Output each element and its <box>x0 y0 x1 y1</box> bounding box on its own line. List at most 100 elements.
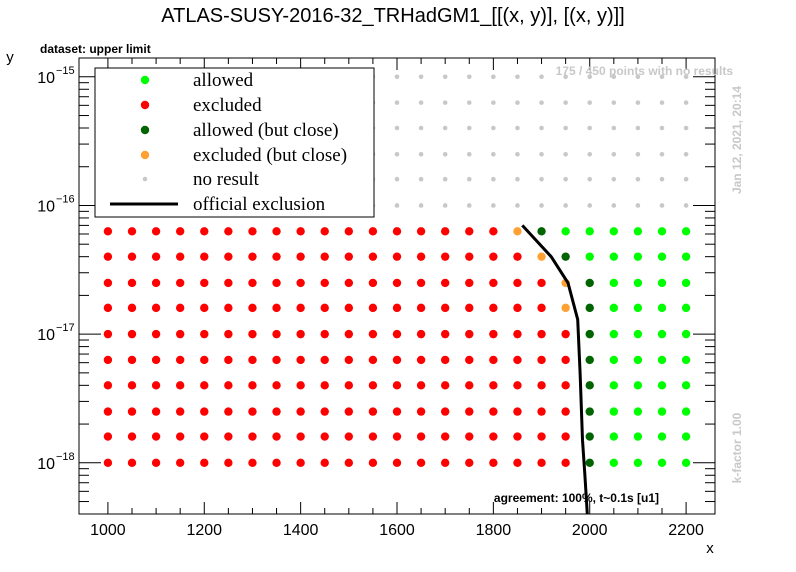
y-tick-base: 10 <box>37 327 55 344</box>
point-no-result <box>683 203 689 208</box>
point-no-result <box>539 100 544 105</box>
point-no-result <box>418 125 424 131</box>
point-excluded <box>151 355 161 365</box>
point-allowed <box>609 381 619 390</box>
point-no-result <box>683 151 689 157</box>
point-excluded <box>465 227 474 236</box>
point-excluded <box>127 278 137 288</box>
point-no-result <box>466 100 472 105</box>
point-allowed <box>609 278 619 288</box>
point-excluded <box>344 329 354 339</box>
y-tick-label: 10 −15 <box>37 65 74 87</box>
point-excluded-but-close <box>537 252 546 261</box>
point-excluded <box>368 381 378 390</box>
point-allowed <box>609 407 619 416</box>
point-allowed <box>657 458 667 467</box>
point-excluded <box>272 303 281 313</box>
point-no-result <box>683 100 689 105</box>
point-no-result <box>539 74 544 80</box>
point-excluded <box>320 227 329 236</box>
point-excluded <box>200 303 209 313</box>
point-allowed <box>681 252 691 261</box>
point-no-result <box>418 100 424 105</box>
legend-box <box>94 67 375 218</box>
point-excluded <box>368 355 378 365</box>
point-excluded <box>440 278 450 288</box>
point-allowed-but-close <box>585 407 594 416</box>
point-allowed <box>657 252 667 261</box>
point-allowed <box>633 407 643 416</box>
point-excluded <box>224 458 233 467</box>
point-allowed <box>681 407 691 416</box>
point-excluded <box>513 381 522 390</box>
point-no-result <box>418 176 424 182</box>
point-excluded <box>392 303 402 313</box>
point-no-result <box>587 203 593 208</box>
point-excluded <box>151 407 161 416</box>
point-excluded <box>272 278 281 288</box>
legend-label: official exclusion <box>193 194 326 215</box>
point-allowed <box>633 381 643 390</box>
point-excluded <box>513 432 522 441</box>
point-excluded <box>175 407 185 416</box>
point-excluded <box>151 329 161 339</box>
point-excluded <box>344 407 354 416</box>
point-excluded <box>368 432 378 441</box>
y-tick-base: 10 <box>37 70 55 87</box>
point-excluded <box>175 355 185 365</box>
point-excluded <box>248 381 257 390</box>
point-no-result <box>611 100 617 105</box>
point-excluded <box>537 355 546 365</box>
point-excluded <box>272 381 281 390</box>
point-excluded <box>175 432 185 441</box>
x-axis-title: x <box>706 540 714 557</box>
point-excluded <box>368 252 378 261</box>
point-allowed <box>585 252 594 261</box>
point-no-result <box>515 176 520 182</box>
point-no-result <box>394 74 400 80</box>
point-excluded <box>513 278 522 288</box>
point-excluded <box>272 407 281 416</box>
point-excluded <box>465 303 474 313</box>
point-excluded <box>416 407 426 416</box>
point-excluded <box>296 303 305 313</box>
point-excluded <box>272 355 281 365</box>
k-factor-note: k-factor 1.00 <box>730 412 744 483</box>
point-allowed <box>657 355 667 365</box>
point-excluded <box>368 278 378 288</box>
point-no-result <box>587 125 593 131</box>
point-excluded <box>561 432 570 441</box>
point-allowed-but-close <box>537 227 546 236</box>
point-no-result <box>491 74 496 80</box>
y-tick-base: 10 <box>37 198 55 215</box>
point-excluded <box>368 303 378 313</box>
point-excluded <box>513 252 522 261</box>
point-excluded <box>103 329 113 339</box>
point-no-result <box>442 74 448 80</box>
point-no-result <box>587 74 593 80</box>
point-no-result <box>683 176 689 182</box>
x-tick-label: 1200 <box>186 522 222 539</box>
point-excluded <box>103 407 113 416</box>
point-excluded <box>489 227 498 236</box>
dataset-label: dataset: upper limit <box>40 42 151 56</box>
x-tick-label: 1800 <box>476 522 512 539</box>
point-allowed <box>657 303 667 313</box>
point-excluded <box>175 458 185 467</box>
point-no-result <box>418 203 424 208</box>
x-tick-labels: 1000 1200 1400 1600 1800 2000 2200 <box>90 522 704 539</box>
point-excluded <box>440 227 450 236</box>
point-excluded <box>296 252 305 261</box>
x-tick-label: 1400 <box>283 522 319 539</box>
point-no-result <box>635 100 641 105</box>
point-excluded <box>392 407 402 416</box>
point-excluded <box>489 252 498 261</box>
point-excluded <box>103 278 113 288</box>
point-no-result <box>442 100 448 105</box>
point-excluded <box>127 432 137 441</box>
point-excluded <box>440 407 450 416</box>
official-exclusion-curve <box>521 224 589 515</box>
point-excluded <box>200 355 209 365</box>
point-excluded <box>200 381 209 390</box>
point-excluded <box>296 407 305 416</box>
